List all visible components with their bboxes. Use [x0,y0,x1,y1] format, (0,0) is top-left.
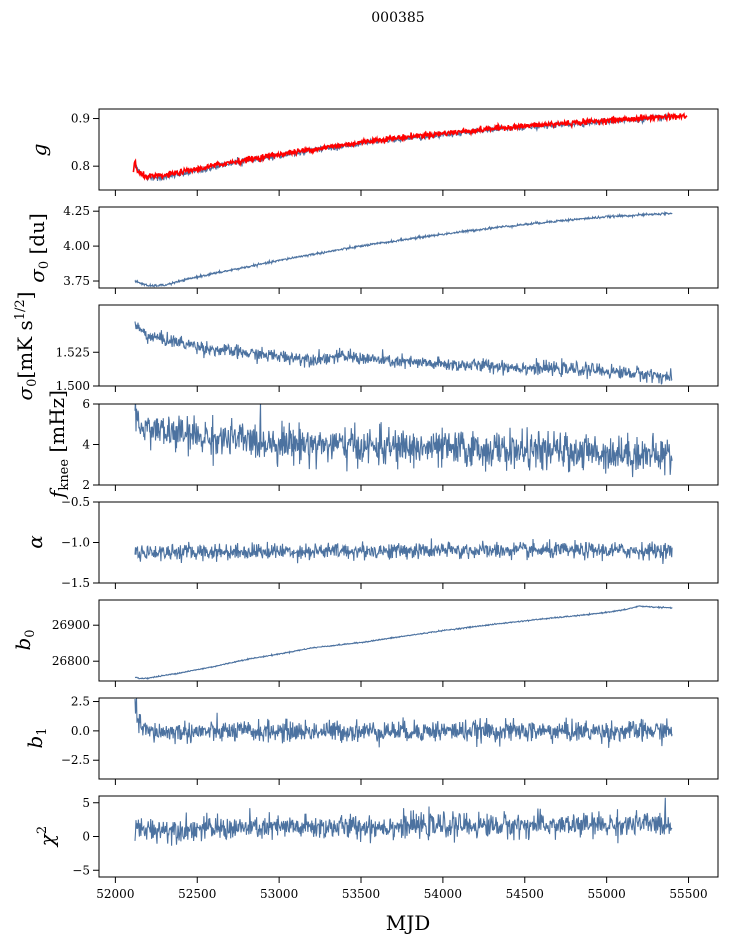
panel-alpha-frame [98,501,719,584]
panel-b0-series-1 [134,605,673,680]
panel-sigma0-mk-ytick-label: 1.500 [56,379,90,393]
svg-text:σ0[mK s1/2]: σ0[mK s1/2] [13,291,40,400]
svg-text:fknee [mHz]: fknee [mHz] [45,390,72,500]
x-tick-label: 55500 [669,887,707,901]
panel-sigma0-du-ytick-label: 4.25 [63,204,90,218]
x-tick-label: 53000 [260,887,298,901]
panel-sigma0-mk-ytick-label: 1.525 [56,345,90,359]
panel-gain-ytick-label: 0.9 [71,112,90,126]
x-tick-label: 54500 [506,887,544,901]
panel-b1-series-1 [134,698,673,748]
panel-b0-ytick-label: 26800 [52,654,90,668]
panel-alpha-ytick-label: −1.5 [61,576,90,590]
panel-chi2-ytick-label: 0 [82,830,90,844]
panel-sigma0-mk: σ0[mK s1/2] 1.500 1.525 [13,291,719,401]
svg-text:g: g [27,144,51,157]
panel-sigma0-mk-ylabel: σ0[mK s1/2] [13,291,40,400]
panel-chi2-ytick-label: 5 [82,796,90,810]
x-tick-label: 52500 [178,887,216,901]
panel-sigma0-du-ytick-label: 4.00 [63,239,90,253]
panel-b1-ytick-label: 0.0 [71,724,90,738]
panel-sigma0-mk-frame [98,304,719,387]
svg-text:σ0 [du]: σ0 [du] [25,213,52,283]
panel-alpha-ylabel: α [23,535,47,549]
panel-b0-ytick-label: 26900 [52,618,90,632]
x-tick-label: 53500 [342,887,380,901]
svg-text:χ2: χ2 [35,826,59,848]
panel-chi2-series-1 [134,797,673,846]
panel-fknee-frame [98,403,719,486]
panel-sigma0-du-frame [98,206,719,289]
panel-sigma0-du-ytick-label: 3.75 [63,274,90,288]
panel-sigma0-du-series-1 [134,210,673,288]
panel-b0-frame [98,599,719,682]
panel-b0-ylabel: b0 [11,629,38,650]
panel-fknee-series-1 [134,404,673,478]
panel-alpha-series-1 [134,538,673,565]
panel-gain-frame [98,108,719,191]
panel-alpha-ytick-label: −0.5 [61,495,90,509]
panel-gain-ytick-label: 0.8 [71,159,90,173]
panel-fknee-ylabel: fknee [mHz] [45,390,72,500]
x-tick-label: 52000 [96,887,134,901]
x-tick-label: 54000 [424,887,462,901]
panel-b1-ytick-label: 2.5 [71,695,90,709]
panel-fknee-ytick-label: 2 [82,478,90,492]
svg-text:α: α [23,535,47,549]
panel-gain-series-1 [134,113,673,182]
panel-b1-ytick-label: −2.5 [61,753,90,767]
panel-sigma0-du: σ0 [du] 3.75 4.00 4.25 [25,204,719,294]
panel-fknee-ytick-label: 4 [82,438,90,452]
panel-b1: b1 −2.5 0.0 2.5 [23,695,719,785]
panel-gain-ylabel: g [27,144,51,157]
panel-fknee: fknee [mHz] 2 4 6 [45,390,719,500]
panel-b1-ylabel: b1 [23,727,50,748]
x-tick-label: 55000 [588,887,626,901]
svg-text:b0: b0 [11,629,38,650]
panel-fknee-ytick-label: 6 [82,397,90,411]
panel-b0: b0 26800 26900 [11,599,719,687]
panel-alpha: α −1.5 −1.0 −0.5 [23,495,719,590]
svg-text:b1: b1 [23,727,50,748]
panel-b1-frame [98,697,719,780]
figure-title: 000385 [371,10,424,26]
panel-sigma0-mk-series-1 [134,321,673,385]
panel-chi2-ytick-label: −5 [72,863,90,877]
panel-gain: g 0.8 0.9 [27,108,719,196]
x-axis-label: MJD [386,911,431,935]
panel-chi2-ylabel: χ2 [35,826,59,848]
panel-gain-series-2 [132,111,688,181]
panel-alpha-ytick-label: −1.0 [61,536,90,550]
panel-sigma0-du-ylabel: σ0 [du] [25,213,52,283]
panel-chi2: χ2 −5 0 5 52000 52500 53000 53500 54000 54500 550… [35,795,719,901]
